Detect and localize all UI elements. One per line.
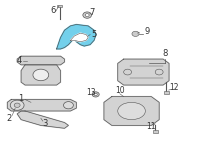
Polygon shape bbox=[57, 24, 96, 49]
Polygon shape bbox=[21, 65, 61, 85]
Circle shape bbox=[94, 93, 97, 96]
Ellipse shape bbox=[118, 102, 145, 120]
Polygon shape bbox=[70, 33, 88, 42]
Circle shape bbox=[85, 14, 89, 16]
Circle shape bbox=[83, 12, 92, 18]
Text: 12: 12 bbox=[169, 83, 179, 92]
FancyBboxPatch shape bbox=[57, 5, 62, 7]
Circle shape bbox=[10, 100, 24, 110]
Circle shape bbox=[132, 31, 139, 36]
Text: 7: 7 bbox=[89, 8, 95, 17]
Text: 3: 3 bbox=[42, 120, 47, 128]
Text: 13: 13 bbox=[86, 88, 96, 97]
Text: 6: 6 bbox=[50, 6, 55, 15]
Polygon shape bbox=[104, 97, 159, 125]
Text: 5: 5 bbox=[91, 30, 97, 39]
Circle shape bbox=[92, 92, 99, 97]
Text: 2: 2 bbox=[7, 114, 12, 123]
Text: 9: 9 bbox=[145, 27, 150, 36]
Text: 11: 11 bbox=[147, 122, 156, 131]
FancyBboxPatch shape bbox=[153, 130, 158, 133]
Polygon shape bbox=[7, 100, 76, 111]
Circle shape bbox=[64, 102, 73, 109]
Circle shape bbox=[33, 69, 49, 81]
Text: 8: 8 bbox=[162, 49, 168, 58]
Polygon shape bbox=[17, 111, 68, 128]
Polygon shape bbox=[118, 59, 169, 85]
Circle shape bbox=[14, 103, 20, 107]
Text: 1: 1 bbox=[18, 93, 24, 102]
Text: 4: 4 bbox=[17, 56, 22, 65]
Text: 10: 10 bbox=[115, 86, 125, 95]
Polygon shape bbox=[17, 56, 64, 65]
FancyBboxPatch shape bbox=[164, 91, 169, 94]
